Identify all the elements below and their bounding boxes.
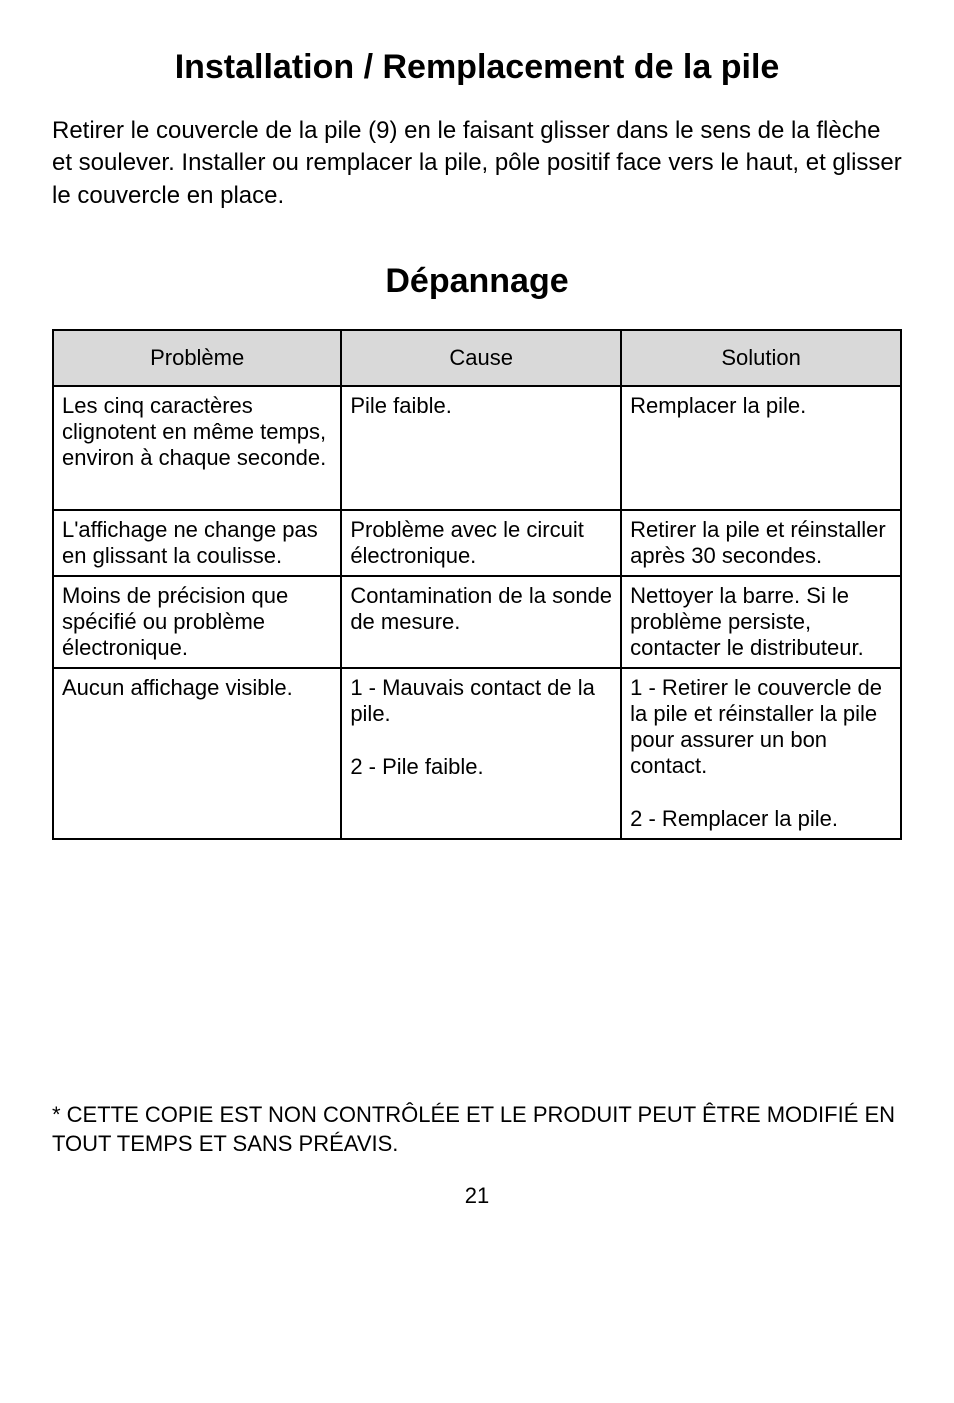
- blank-line: [630, 779, 892, 805]
- col-header-problem: Problème: [53, 330, 341, 386]
- cell-problem: L'affichage ne change pas en glissant la…: [53, 510, 341, 576]
- page-root: Installation / Remplacement de la pile R…: [0, 0, 954, 1261]
- cell-solution: Nettoyer la barre. Si le problème persis…: [621, 576, 901, 668]
- cell-cause: Problème avec le circuit électronique.: [341, 510, 621, 576]
- solution-line: 2 - Remplacer la pile.: [630, 806, 892, 832]
- table-row: Aucun affichage visible. 1 - Mauvais con…: [53, 668, 901, 838]
- cause-line: 1 - Mauvais contact de la pile.: [350, 675, 612, 727]
- table-header-row: Problème Cause Solution: [53, 330, 901, 386]
- table-row: Moins de précision que spécifié ou probl…: [53, 576, 901, 668]
- cell-problem: Aucun affichage visible.: [53, 668, 341, 838]
- col-header-solution: Solution: [621, 330, 901, 386]
- table-row: L'affichage ne change pas en glissant la…: [53, 510, 901, 576]
- blank-line: [350, 727, 612, 753]
- cell-solution: 1 - Retirer le couvercle de la pile et r…: [621, 668, 901, 838]
- page-number: 21: [52, 1183, 902, 1209]
- footnote: * CETTE COPIE EST NON CONTRÔLÉE ET LE PR…: [52, 1100, 902, 1159]
- cell-cause: Contamination de la sonde de mesure.: [341, 576, 621, 668]
- cell-cause: 1 - Mauvais contact de la pile. 2 - Pile…: [341, 668, 621, 838]
- cause-line: 2 - Pile faible.: [350, 754, 612, 780]
- cell-problem: Les cinq caractères clignotent en même t…: [53, 386, 341, 510]
- cell-problem: Moins de précision que spécifié ou probl…: [53, 576, 341, 668]
- col-header-cause: Cause: [341, 330, 621, 386]
- troubleshoot-table: Problème Cause Solution Les cinq caractè…: [52, 329, 902, 839]
- heading-installation: Installation / Remplacement de la pile: [52, 48, 902, 87]
- cell-cause: Pile faible.: [341, 386, 621, 510]
- cell-solution: Remplacer la pile.: [621, 386, 901, 510]
- table-row: Les cinq caractères clignotent en même t…: [53, 386, 901, 510]
- intro-paragraph: Retirer le couvercle de la pile (9) en l…: [52, 115, 902, 212]
- heading-depannage: Dépannage: [52, 262, 902, 301]
- cell-solution: Retirer la pile et réinstaller après 30 …: [621, 510, 901, 576]
- solution-line: 1 - Retirer le couvercle de la pile et r…: [630, 675, 892, 779]
